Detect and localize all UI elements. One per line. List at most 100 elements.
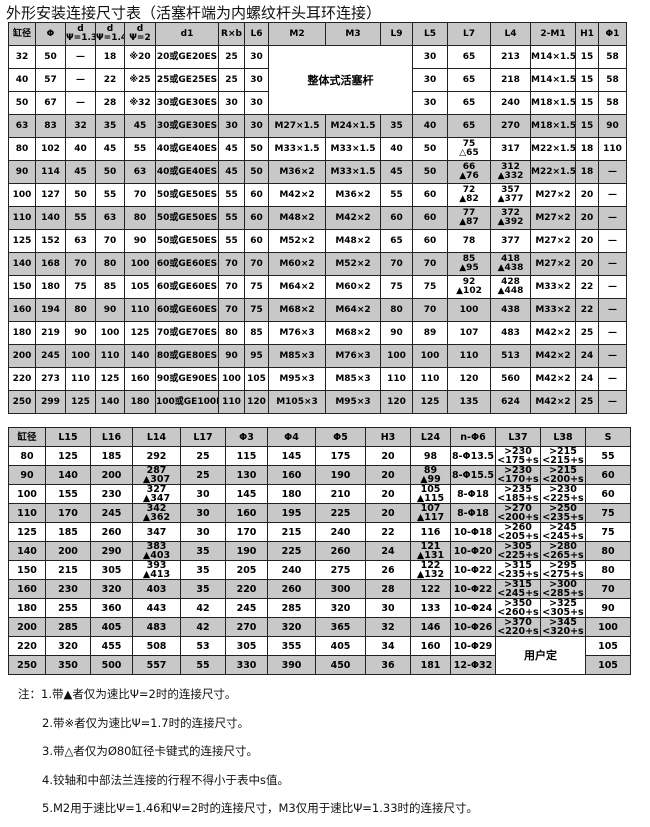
cell-line: >215 <box>549 465 577 476</box>
cell: 110 <box>598 137 627 161</box>
cell: 10-Φ18 <box>450 522 496 542</box>
cell: 8-Φ13.5 <box>450 446 496 466</box>
cell: 45 <box>95 137 125 161</box>
cell: M42×2 <box>530 367 576 391</box>
cell: M27×2 <box>530 206 576 230</box>
cell: 240 <box>267 560 316 580</box>
cell: 290 <box>90 541 133 561</box>
cell: >215 <215+s <box>540 446 586 466</box>
cell: 125 <box>65 390 96 414</box>
cell-line: △65 <box>459 148 479 158</box>
cell: 110 <box>8 206 36 230</box>
cell: 102 <box>35 137 66 161</box>
cell: 125 <box>95 367 125 391</box>
cell-line: <320+s <box>542 626 584 637</box>
data-row: 140 168 70 80 100 60或GE60ES 70 70 M60×2 M52×2 70 70… <box>8 252 627 276</box>
cell: M95×3 <box>325 390 381 414</box>
cell: 35 <box>95 114 125 138</box>
cell: 25或GE25ES <box>155 68 219 92</box>
cell: 50 <box>244 137 269 161</box>
cell: 70或GE70ES <box>155 321 219 345</box>
cell: 285 <box>45 617 91 637</box>
cell-line: >270 <box>504 503 532 514</box>
cell: 350 <box>45 655 91 675</box>
cell: 30 <box>412 45 448 69</box>
cell: 513 <box>490 344 531 368</box>
cell: 25 <box>180 465 226 485</box>
cell: M18×1.5 <box>530 114 576 138</box>
header-row: 缸径ΦdΨ=1.33dΨ=1.46dΨ=2d1R×bL6M2M3L9L5L7L4… <box>8 22 627 46</box>
cell-line: <220+s <box>497 626 539 637</box>
header-cell: L6 <box>244 22 269 46</box>
cell: >315 <245+s <box>495 579 541 599</box>
cell-line: 121 <box>420 541 441 552</box>
cell: 160 <box>225 503 268 523</box>
cell: 10-Φ24 <box>450 598 496 618</box>
cell: 557 <box>132 655 181 675</box>
cell: 30 <box>218 91 245 115</box>
cell: 185 <box>45 522 91 542</box>
cell: M33×1.5 <box>268 137 326 161</box>
cell: 18 <box>575 160 599 184</box>
cell: 114 <box>35 160 66 184</box>
cell: >230 <175+s <box>495 446 541 466</box>
cell: 200 <box>8 344 36 368</box>
cell: 175 <box>315 446 366 466</box>
notes: 注：1.带▲者仅为速比Ψ=2时的连接尺寸。 2.带※者仅为速比Ψ=1.7时的连接尺… <box>18 684 478 827</box>
cell: 30 <box>180 522 226 542</box>
data-row: 250 350 500 557 55 330 390 450 36 181 12-Φ32 105 <box>8 655 631 675</box>
cell: 200 <box>8 617 46 637</box>
cell-line: 89 <box>423 465 438 476</box>
cell-line: <170+s <box>497 474 539 485</box>
cell: 40 <box>65 137 96 161</box>
cell-line: 66 <box>462 162 476 172</box>
cell: 85 <box>95 275 125 299</box>
cell: 170 <box>45 503 91 523</box>
cell: 438 <box>490 298 531 322</box>
cell: 146 <box>410 617 451 637</box>
cell: 255 <box>45 598 91 618</box>
cell: M76×3 <box>325 344 381 368</box>
cell: 121 ▲131 <box>410 541 451 561</box>
cell: M48×2 <box>268 206 326 230</box>
header-cell: dΨ=1.33 <box>65 22 96 46</box>
cell: 180 <box>8 598 46 618</box>
cell: 215 <box>267 522 316 542</box>
cell: 110 <box>95 344 125 368</box>
cell: 110 <box>124 298 156 322</box>
cell: M33×1.5 <box>325 137 381 161</box>
cell: ※20 <box>124 45 156 69</box>
cell-line: ▲448 <box>497 286 524 296</box>
cell: M24×1.5 <box>325 114 381 138</box>
header-cell: M2 <box>268 22 326 46</box>
cell: 80 <box>124 206 156 230</box>
cell: — <box>598 390 627 414</box>
cell: 215 <box>45 560 91 580</box>
cell: 200 <box>45 541 91 561</box>
cell: — <box>598 252 627 276</box>
cell: 30 <box>244 45 269 69</box>
cell: 245 <box>35 344 66 368</box>
cell: 30或GE30ES <box>155 91 219 115</box>
cell: 50 <box>244 160 269 184</box>
cell-line: >230 <box>504 446 532 457</box>
cell: 320 <box>267 617 316 637</box>
cell-line: ▲413 <box>142 569 171 580</box>
cell: 45 <box>218 137 245 161</box>
cell: 24 <box>575 344 599 368</box>
cell: 67 <box>35 91 66 115</box>
cell: 100 <box>380 344 413 368</box>
cell-line: <275+s <box>542 569 584 580</box>
cell: 120 <box>244 390 269 414</box>
cell: 90 <box>380 321 413 345</box>
header-cell: H3 <box>365 427 411 447</box>
cell: >305 <225+s <box>495 541 541 561</box>
cell: 70 <box>585 579 631 599</box>
cell: 63 <box>95 206 125 230</box>
cell: 260 <box>90 522 133 542</box>
cell: 405 <box>90 617 133 637</box>
cell-line: <175+s <box>497 455 539 466</box>
cell-line: <285+s <box>542 588 584 599</box>
cell: 55 <box>65 206 96 230</box>
cell: 100 <box>65 344 96 368</box>
